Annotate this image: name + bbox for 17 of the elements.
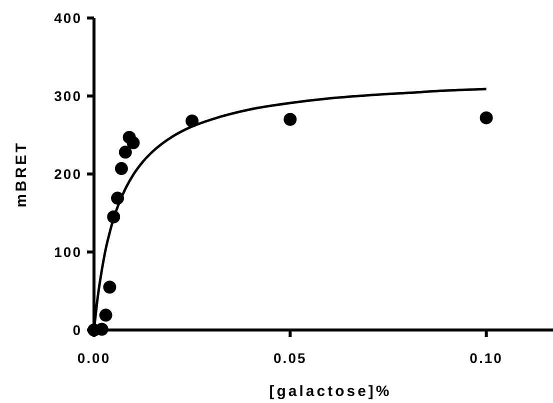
- point: [126, 136, 140, 150]
- x-tick-label: 0.10: [470, 350, 503, 366]
- point: [480, 111, 493, 124]
- y-axis-title: mBRET: [13, 140, 30, 208]
- y-tick-label: 300: [54, 88, 82, 104]
- x-tick-label: 0.05: [274, 350, 307, 366]
- y-tick-label: 0: [72, 322, 82, 338]
- point: [99, 308, 112, 322]
- x-tick-label: 0.00: [77, 350, 111, 366]
- y-tick-label: 100: [54, 244, 82, 260]
- point: [114, 162, 128, 176]
- point: [103, 280, 116, 294]
- y-tick-label: 200: [54, 166, 82, 182]
- point: [118, 146, 132, 159]
- point: [284, 112, 297, 126]
- y-tick-label: 400: [54, 10, 82, 26]
- x-axis-title: [galactose]%: [269, 383, 392, 400]
